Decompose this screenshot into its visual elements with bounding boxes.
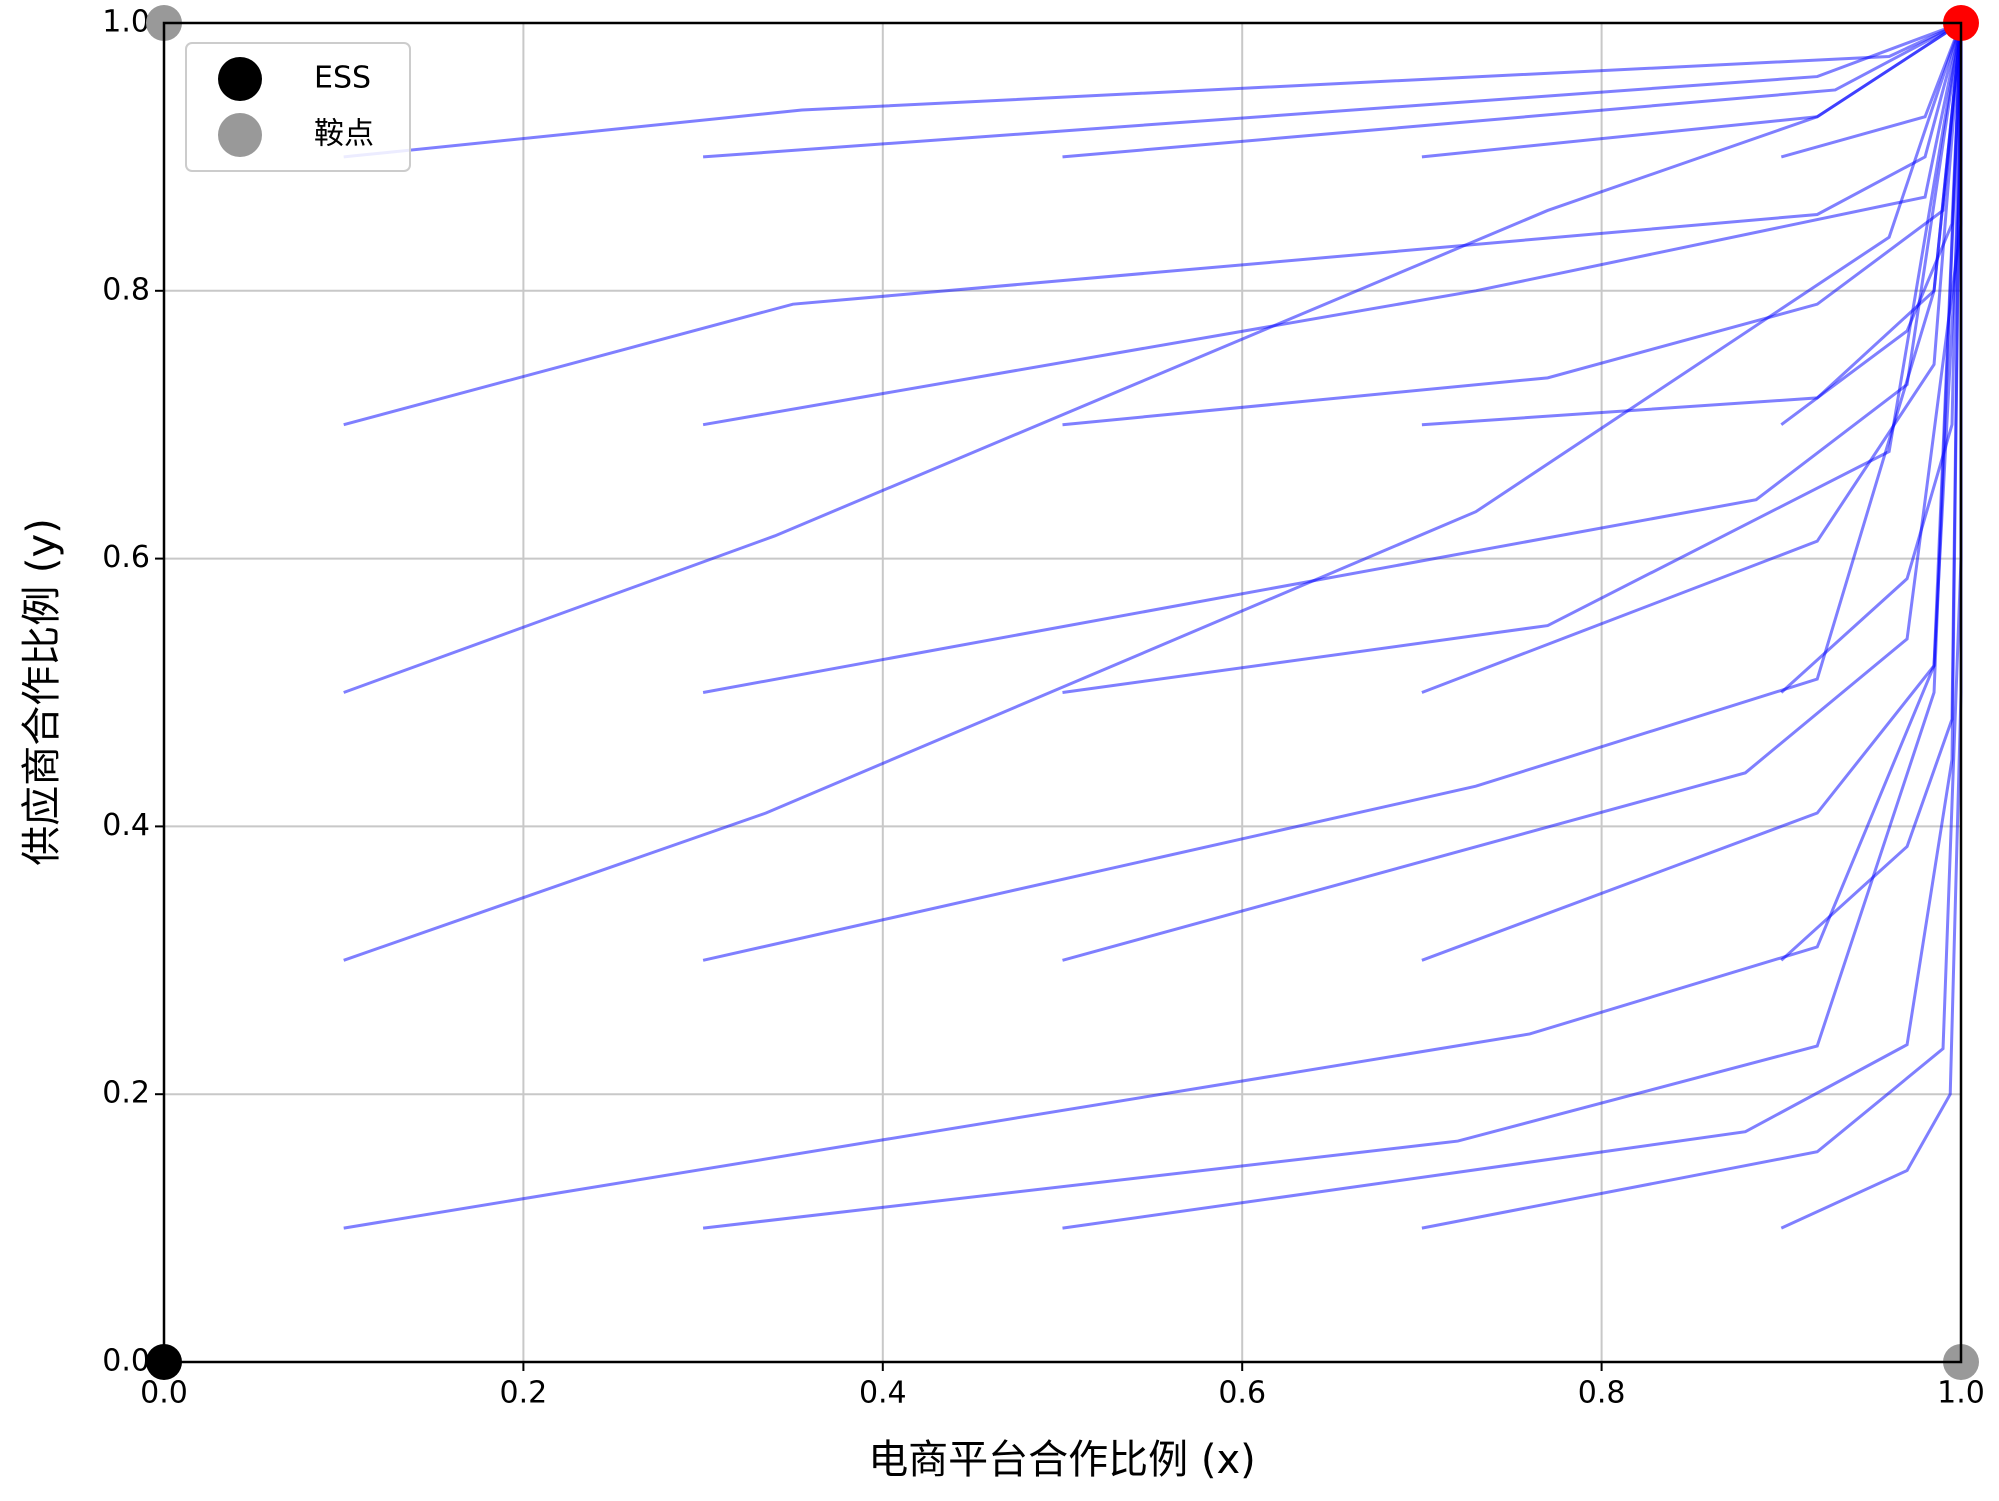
trajectory: [1062, 22, 1963, 427]
trajectory: [343, 22, 1963, 427]
trajectory: [343, 22, 1963, 1230]
legend-marker: [218, 57, 262, 101]
trajectory: [1421, 22, 1963, 427]
y-tick-label: 0.0: [102, 1344, 150, 1379]
trajectory: [1421, 21, 1962, 159]
y-axis-label: 供应商合作比例 (y): [19, 518, 65, 866]
trajectory: [1421, 22, 1963, 694]
y-tick-label: 0.6: [102, 540, 150, 575]
y-tick-label: 0.8: [102, 272, 150, 307]
x-tick-label: 0.0: [140, 1376, 188, 1411]
trajectory: [1421, 23, 1963, 1230]
trajectory: [343, 22, 1963, 962]
x-tick-label: 0.8: [1578, 1376, 1626, 1411]
y-tick-label: 0.4: [102, 808, 150, 843]
y-tick-label: 0.2: [102, 1076, 150, 1111]
legend-label: 鞍点: [314, 117, 374, 152]
trajectory: [1421, 23, 1963, 962]
trajectory: [343, 21, 1962, 159]
legend-label: ESS: [314, 61, 371, 96]
trajectory: [1062, 22, 1963, 1230]
x-tick-label: 0.6: [1218, 1376, 1266, 1411]
x-tick-label: 1.0: [1937, 1376, 1985, 1411]
x-tick-label: 0.2: [500, 1376, 548, 1411]
trajectory: [702, 22, 1963, 427]
trajectory: [1780, 22, 1963, 962]
trajectory: [1062, 23, 1963, 962]
trajectory: [702, 21, 1962, 159]
trajectory: [702, 22, 1963, 694]
plot-frame: [162, 21, 1963, 1364]
trajectory: [702, 22, 1963, 962]
trajectory: [1062, 22, 1963, 694]
trajectory: [1780, 22, 1963, 694]
x-tick-label: 0.4: [859, 1376, 907, 1411]
y-tick-label: 1.0: [102, 5, 150, 40]
trajectory: [1062, 21, 1962, 159]
trajectory: [1780, 22, 1963, 159]
trajectory: [1780, 22, 1963, 426]
legend-box: [185, 42, 411, 172]
x-axis-label: 电商平台合作比例 (x): [868, 1437, 1256, 1483]
legend-marker: [218, 113, 262, 157]
trajectory: [702, 22, 1963, 1230]
